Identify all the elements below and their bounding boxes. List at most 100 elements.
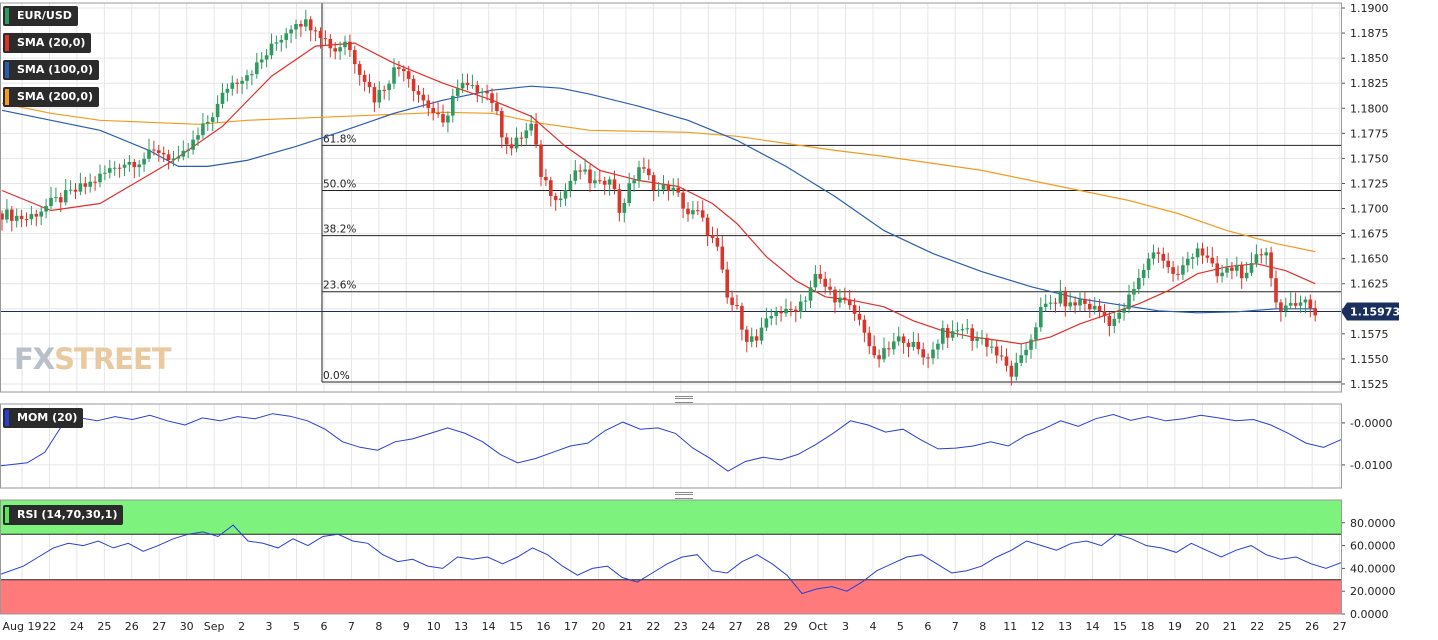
- legend-mom-label: MOM (20): [17, 411, 78, 424]
- x-tick-label: 16: [537, 620, 551, 633]
- candle-body: [397, 67, 401, 69]
- mom-tick-label: -0.0000: [1350, 417, 1392, 430]
- x-tick-label: 12: [1031, 620, 1045, 633]
- legend-eurusd[interactable]: EUR/USD: [3, 6, 78, 26]
- candle-body: [323, 38, 328, 40]
- legend-sma20[interactable]: SMA (20,0): [3, 33, 92, 53]
- candle-body: [465, 82, 470, 86]
- candle-body: [833, 289, 837, 303]
- x-tick-label: 28: [756, 620, 770, 633]
- sma100-line: [1, 85, 1316, 314]
- panel-splitter-rsi[interactable]: [675, 492, 693, 499]
- candle-body: [828, 286, 832, 290]
- candle-body: [651, 175, 656, 191]
- x-tick-label: 22: [646, 620, 660, 633]
- candle-body: [93, 181, 97, 183]
- legend-rsi[interactable]: RSI (14,70,30,1): [3, 505, 124, 525]
- candle-body: [877, 355, 881, 360]
- candle-body: [68, 189, 73, 191]
- candle-body: [1205, 255, 1210, 258]
- candle-body: [749, 336, 754, 342]
- candle-body: [720, 246, 725, 270]
- legend-mom[interactable]: MOM (20): [3, 408, 84, 428]
- candle-body: [108, 168, 112, 173]
- y-tick-label: 1.1900: [1350, 2, 1389, 15]
- candle-body: [578, 170, 582, 172]
- candle-body: [1122, 309, 1126, 313]
- candle-body: [1063, 290, 1068, 307]
- candle-body: [1235, 264, 1239, 271]
- candle-body: [446, 115, 450, 123]
- candle-body: [137, 164, 141, 168]
- y-tick-label: 1.1700: [1350, 203, 1389, 216]
- candle-body: [1190, 257, 1195, 259]
- candle-body: [1161, 253, 1166, 261]
- candle-body: [519, 137, 524, 139]
- candle-body: [1303, 299, 1308, 303]
- candle-body: [14, 215, 19, 221]
- fib-level-label: 61.8%: [323, 133, 356, 145]
- candle-body: [142, 158, 146, 165]
- candle-body: [1092, 305, 1097, 310]
- legend-sma200[interactable]: SMA (200,0): [3, 87, 100, 107]
- candle-body: [392, 67, 396, 84]
- candle-body: [387, 83, 391, 91]
- candle-body: [896, 336, 901, 342]
- legend-rsi-label: RSI (14,70,30,1): [17, 508, 118, 521]
- candle-body: [39, 211, 43, 217]
- x-tick-label: 22: [42, 620, 56, 633]
- candle-body: [98, 173, 102, 183]
- x-tick-label: 7: [952, 620, 959, 633]
- candle-body: [201, 123, 205, 136]
- candle-body: [147, 149, 151, 159]
- candle-body: [524, 130, 529, 139]
- candle-body: [421, 94, 426, 101]
- candle-body: [931, 349, 935, 359]
- mom-tick-label: -0.0100: [1350, 459, 1392, 472]
- candle-body: [1048, 302, 1053, 304]
- x-tick-label: 14: [1086, 620, 1100, 633]
- x-tick-label: 4: [869, 620, 876, 633]
- x-tick-label: 13: [1058, 620, 1072, 633]
- panel-frame: [0, 2, 1342, 393]
- candle-body: [240, 80, 244, 84]
- candle-body: [367, 81, 372, 88]
- candle-body: [980, 337, 984, 339]
- candle-body: [637, 167, 641, 181]
- panel-splitter-mom[interactable]: [675, 396, 693, 403]
- x-tick-label: 3: [266, 620, 273, 633]
- candle-body: [157, 150, 161, 153]
- candle-body: [1274, 278, 1278, 303]
- candle-body: [994, 346, 999, 356]
- candle-body: [436, 112, 440, 115]
- x-tick-label: 27: [152, 620, 166, 633]
- candle-body: [686, 208, 690, 215]
- candle-body: [235, 82, 239, 84]
- candle-body: [764, 318, 769, 328]
- rsi-tick-label: 80.0000: [1350, 517, 1396, 530]
- candle-body: [196, 135, 200, 140]
- x-tick-label: 2: [238, 620, 245, 633]
- current-price-badge: 1.15973: [1341, 302, 1400, 321]
- x-tick-label: 10: [427, 620, 441, 633]
- candle-body: [715, 237, 720, 247]
- candle-body: [1269, 252, 1273, 279]
- candle-body: [568, 180, 573, 190]
- candle-body: [1053, 302, 1058, 304]
- candle-body: [671, 187, 676, 191]
- legend-sma20-label: SMA (20,0): [17, 36, 86, 49]
- candle-body: [769, 316, 774, 319]
- legend-sma100[interactable]: SMA (100,0): [3, 60, 100, 80]
- candle-body: [1166, 260, 1170, 268]
- fib-level-label: 0.0%: [323, 370, 350, 382]
- candle-body: [127, 161, 132, 165]
- candle-body: [49, 197, 53, 207]
- candle-body: [19, 215, 24, 220]
- x-tick-label: Sep: [204, 620, 225, 633]
- candle-body: [1117, 312, 1121, 319]
- candle-body: [1210, 257, 1215, 264]
- candle-body: [500, 111, 504, 138]
- candle-body: [563, 189, 568, 199]
- candle-body: [818, 273, 823, 279]
- candle-body: [892, 341, 896, 350]
